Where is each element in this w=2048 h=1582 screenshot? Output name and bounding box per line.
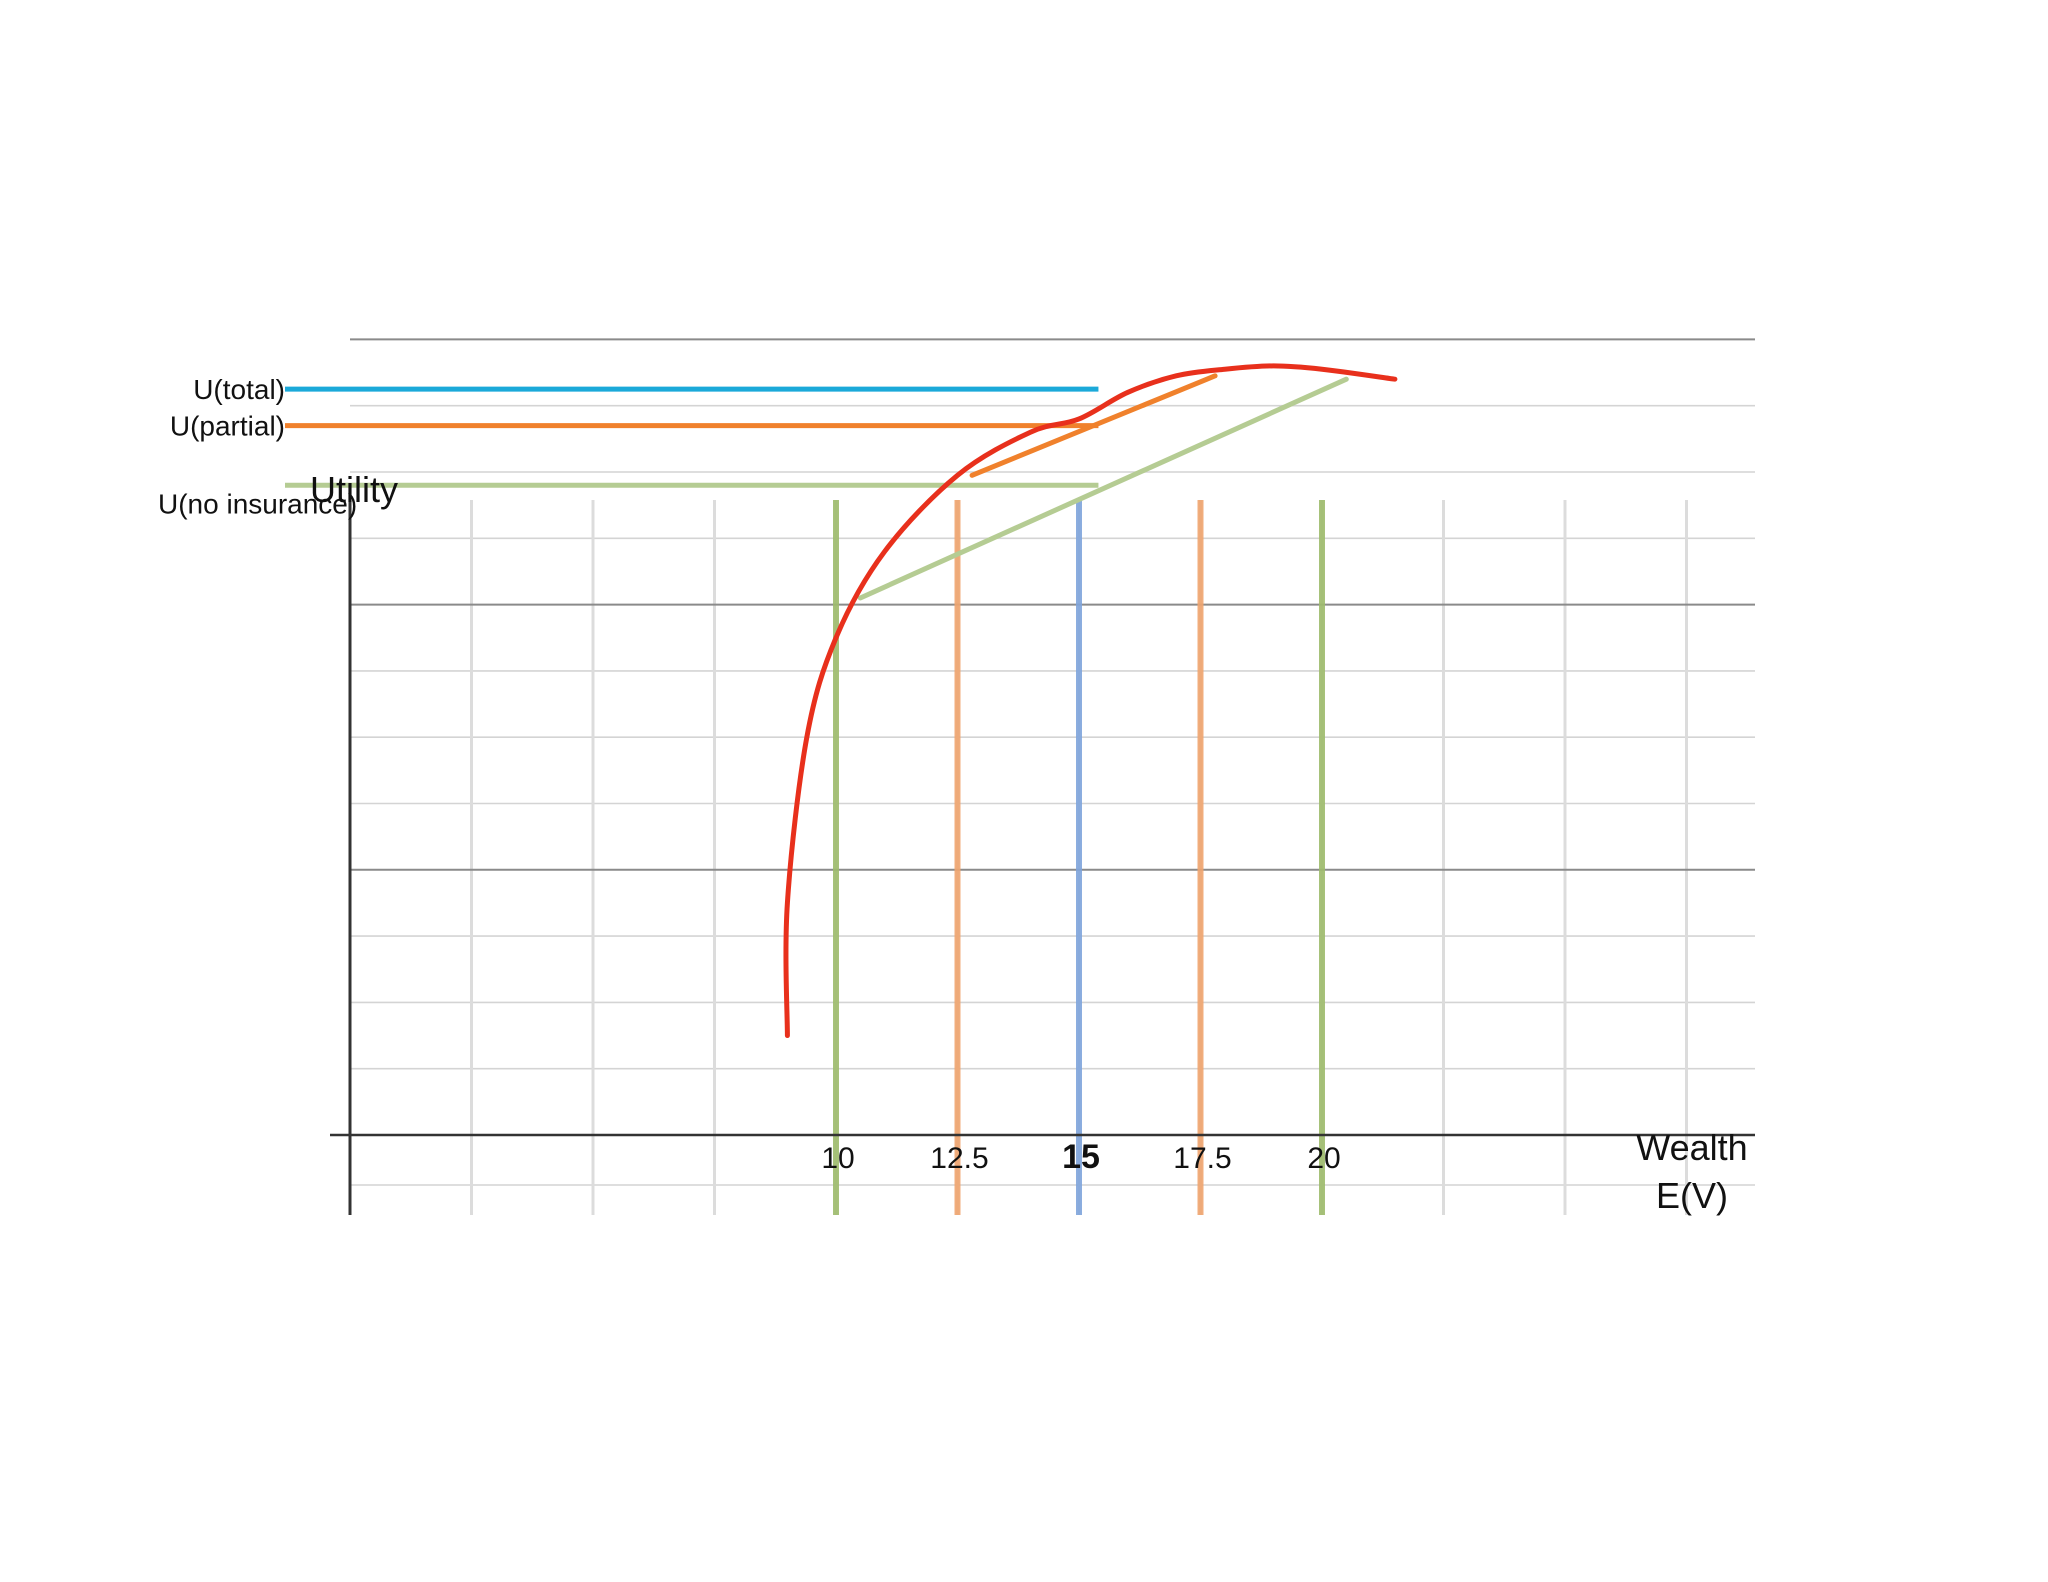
labels: Utility Wealth E(V) 10 12.5 15 17.5 20 U(tota… bbox=[158, 374, 1748, 1216]
x-tick-label: 10 bbox=[821, 1142, 854, 1175]
y-axis-label: Utility bbox=[310, 469, 398, 510]
chord-line bbox=[969, 373, 1218, 478]
utility-curve bbox=[783, 363, 1398, 1039]
x-tick-label: 20 bbox=[1307, 1142, 1340, 1175]
chord-line bbox=[857, 376, 1349, 601]
x-tick-label: 17.5 bbox=[1173, 1142, 1231, 1175]
x-tick-label: 15 bbox=[1062, 1138, 1100, 1176]
utility-curve-group bbox=[783, 363, 1398, 1039]
utility-level-label: U(total) bbox=[193, 374, 285, 405]
grid-minor bbox=[350, 404, 1755, 1215]
x-tick-label: 12.5 bbox=[930, 1142, 988, 1175]
utility-level-lines bbox=[285, 386, 1099, 488]
axes bbox=[330, 500, 1755, 1215]
utility-level-label: U(no insurance) bbox=[158, 488, 357, 519]
utility-level-label: U(partial) bbox=[170, 411, 285, 442]
x-axis-label-ev: E(V) bbox=[1656, 1175, 1728, 1216]
grid-major bbox=[350, 338, 1755, 871]
chord-lines bbox=[857, 373, 1349, 601]
tick-lines bbox=[833, 500, 1325, 1215]
x-axis-label-wealth: Wealth bbox=[1636, 1127, 1747, 1168]
